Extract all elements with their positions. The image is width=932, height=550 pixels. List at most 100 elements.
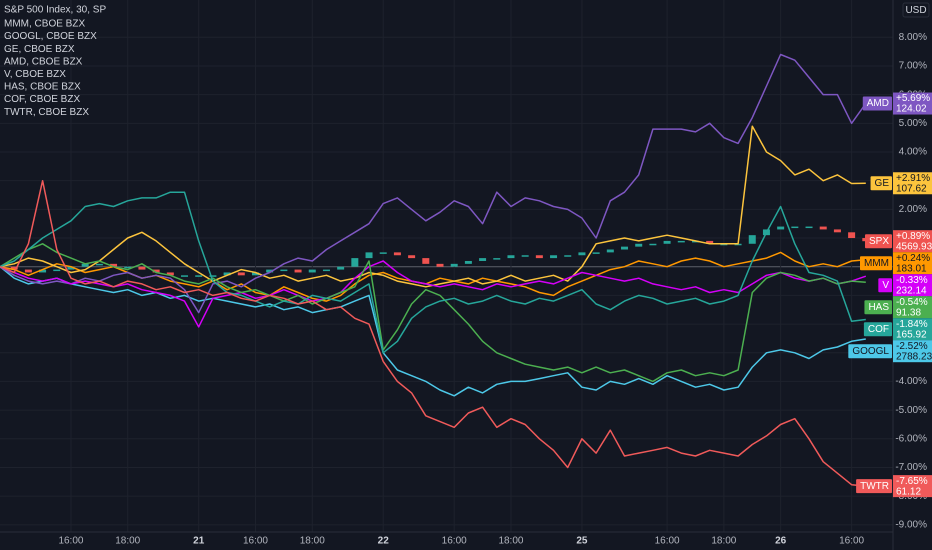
- candle: [777, 226, 785, 230]
- tag-value-box[interactable]: [893, 252, 932, 275]
- tag-name-box[interactable]: [862, 96, 892, 111]
- tag-value-box[interactable]: [893, 274, 932, 297]
- tag-name[interactable]: HAS: [868, 302, 889, 313]
- x-tick-label: 16:00: [243, 536, 268, 547]
- tag-name[interactable]: TWTR: [860, 481, 889, 492]
- y-tick-label: 8.00%: [899, 32, 927, 43]
- tag-name[interactable]: GE: [875, 178, 890, 189]
- tag-name-box[interactable]: [870, 176, 892, 191]
- tag-change[interactable]: -7.65%: [896, 476, 928, 487]
- tag-value-box[interactable]: [893, 92, 932, 115]
- tag-name-box[interactable]: [878, 278, 892, 293]
- tag-price[interactable]: 107.62: [896, 183, 927, 194]
- x-tick-label: 21: [193, 536, 205, 547]
- tag-change[interactable]: -2.52%: [896, 341, 928, 352]
- grid: [0, 0, 893, 532]
- legend-entry[interactable]: AMD, CBOE BZX: [4, 56, 83, 67]
- x-tick-label: 18:00: [498, 536, 523, 547]
- tag-price[interactable]: 4569.93: [896, 241, 932, 252]
- tag-name[interactable]: V: [882, 280, 889, 291]
- candle: [621, 246, 629, 250]
- candle: [663, 240, 671, 244]
- tag-price[interactable]: 183.01: [896, 263, 927, 274]
- candle: [805, 226, 813, 229]
- candle: [450, 263, 458, 267]
- tag-value-box[interactable]: [893, 230, 932, 253]
- x-tick-label: 25: [576, 536, 588, 547]
- candle: [606, 249, 614, 253]
- line: [0, 260, 867, 328]
- tag-price[interactable]: 165.92: [896, 329, 927, 340]
- candle: [578, 252, 586, 256]
- tag-name-box[interactable]: [860, 256, 892, 271]
- tag-name-box[interactable]: [856, 479, 892, 494]
- candle: [550, 255, 558, 259]
- legend-entry[interactable]: V, CBOE BZX: [4, 69, 66, 80]
- legend-entry[interactable]: TWTR, CBOE BZX: [4, 107, 89, 118]
- tag-value-box[interactable]: [893, 340, 932, 363]
- tag-name[interactable]: COF: [868, 324, 889, 335]
- tag-price[interactable]: 61.12: [896, 486, 921, 497]
- tag-name-box[interactable]: [863, 322, 892, 337]
- candle: [564, 255, 572, 257]
- tag-change[interactable]: +5.69%: [896, 93, 930, 104]
- legend-entry[interactable]: MMM, CBOE BZX: [4, 19, 85, 30]
- tag-name[interactable]: MMM: [864, 258, 889, 269]
- candle: [464, 260, 472, 264]
- candle: [791, 226, 799, 229]
- legend: S&P 500 Index, 30, SP MMM, CBOE BZXGOOGL…: [4, 5, 106, 118]
- candle: [748, 235, 756, 244]
- tag-price[interactable]: 232.14: [896, 285, 927, 296]
- tag-name-box[interactable]: [864, 234, 892, 249]
- candle: [237, 272, 245, 276]
- legend-entry[interactable]: GE, CBOE BZX: [4, 44, 75, 55]
- tag-value-box[interactable]: [893, 318, 932, 341]
- y-tick-label: -6.00%: [895, 433, 927, 444]
- candle: [294, 269, 302, 273]
- tag-price[interactable]: 2788.23: [896, 351, 932, 362]
- x-tick-label: 22: [378, 536, 390, 547]
- legend-entry[interactable]: COF, CBOE BZX: [4, 94, 80, 105]
- candle: [408, 255, 416, 259]
- x-tick-label: 18:00: [711, 536, 736, 547]
- currency[interactable]: USD: [905, 5, 926, 16]
- candle: [393, 252, 401, 256]
- y-tick-label: -5.00%: [895, 405, 927, 416]
- tag-name[interactable]: GOOGL: [852, 346, 889, 357]
- candle: [53, 269, 61, 272]
- candle: [308, 269, 316, 273]
- candle: [833, 229, 841, 233]
- currency-box[interactable]: [902, 2, 930, 18]
- candle: [95, 263, 103, 266]
- tag-change[interactable]: +2.91%: [896, 173, 930, 184]
- candle: [507, 255, 515, 259]
- tag-change[interactable]: -0.33%: [896, 275, 928, 286]
- x-tick-label: 16:00: [58, 536, 83, 547]
- legend-entry[interactable]: GOOGL, CBOE BZX: [4, 31, 97, 42]
- tag-value-box[interactable]: [893, 475, 932, 498]
- tag-change[interactable]: +0.89%: [896, 231, 930, 242]
- price-tags[interactable]: AMD +5.69%124.02 GE +2.91%107.62 SPX +0.89%45…: [848, 92, 932, 498]
- candle: [535, 255, 543, 259]
- tag-name[interactable]: SPX: [869, 236, 889, 247]
- candle: [706, 240, 714, 244]
- y-tick-label: -9.00%: [895, 519, 927, 530]
- x-tick-label: 18:00: [115, 536, 140, 547]
- line: [0, 179, 866, 487]
- candle: [10, 266, 18, 270]
- tag-name-box[interactable]: [848, 344, 892, 359]
- tag-change[interactable]: -1.84%: [896, 319, 928, 330]
- tag-name[interactable]: AMD: [867, 98, 889, 109]
- tag-value-box[interactable]: [893, 172, 932, 195]
- tag-change[interactable]: +0.24%: [896, 253, 930, 264]
- tag-price[interactable]: 91.38: [896, 307, 921, 318]
- tag-name-box[interactable]: [864, 300, 892, 315]
- candle: [209, 275, 217, 277]
- plot: [0, 53, 870, 487]
- tag-change[interactable]: -0.54%: [896, 297, 928, 308]
- tag-value-box[interactable]: [893, 296, 932, 319]
- tag-price[interactable]: 124.02: [896, 104, 927, 115]
- legend-entry[interactable]: HAS, CBOE BZX: [4, 82, 81, 93]
- x-tick-label: 16:00: [442, 536, 467, 547]
